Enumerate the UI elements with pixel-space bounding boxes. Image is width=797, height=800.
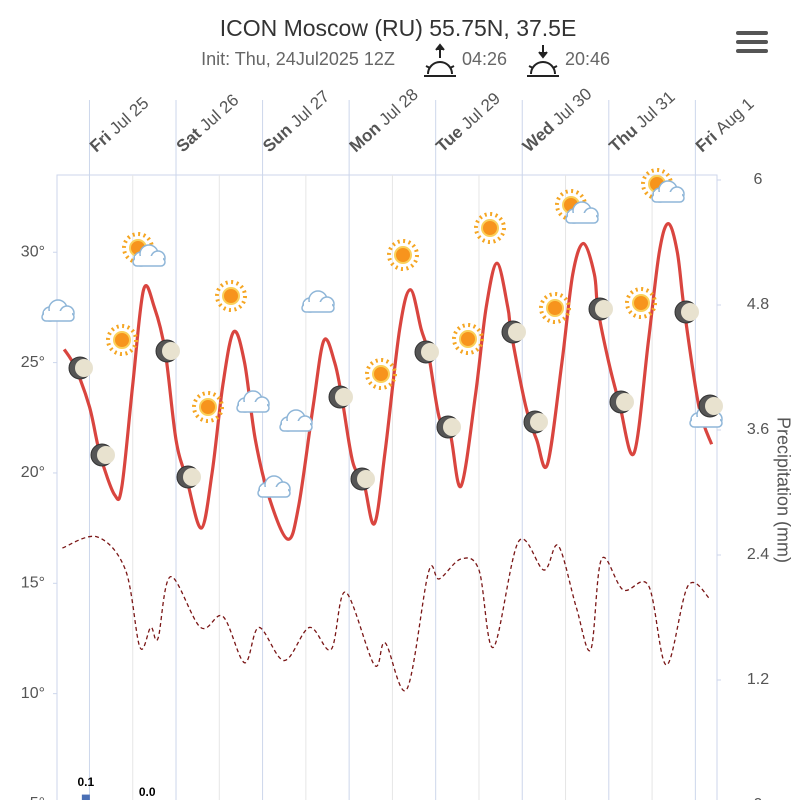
cloud-fill: [282, 421, 310, 429]
sun-icon: [215, 280, 247, 312]
y-tick-label: 20°: [21, 464, 45, 481]
moon-icon: [501, 320, 526, 344]
sun-rays: [215, 280, 247, 312]
precip-label: 0.0: [139, 785, 156, 799]
sunrise-icon: [424, 43, 456, 77]
cloud-icon: [257, 475, 291, 498]
chart-subtitle: Init: Thu, 24Jul2025 12Z: [201, 49, 395, 69]
sunset-time: 20:46: [565, 49, 610, 69]
y2-tick-label: 1.2: [747, 671, 769, 688]
y2-tick-label: 3.6: [747, 421, 769, 438]
sun-rays: [192, 391, 224, 423]
sun-core: [394, 246, 412, 264]
moon-icon: [674, 300, 699, 324]
sun-icon: [625, 287, 657, 319]
moon-icon: [176, 465, 201, 489]
sun-icon: [452, 323, 484, 355]
moon-icon: [436, 415, 461, 439]
sun-rays: [474, 212, 506, 244]
moon-light: [530, 413, 548, 431]
sun-rays: [539, 292, 571, 324]
cloud-fill: [260, 487, 288, 495]
moon-light: [97, 446, 115, 464]
y2-axis-label: Precipitation (mm): [773, 417, 793, 563]
cloud-fill: [692, 417, 720, 425]
moon-light: [705, 397, 723, 415]
sun-rays: [106, 324, 138, 356]
cloud-fill: [135, 256, 163, 264]
moon-icon: [68, 356, 93, 380]
sun-icon: [539, 292, 571, 324]
y-tick-label: 25°: [21, 354, 45, 371]
cloud-icon: [279, 409, 313, 432]
moon-light: [75, 359, 93, 377]
plot-frame: [56, 174, 718, 800]
temperature-line: [62, 221, 714, 541]
cloud-fill: [304, 302, 332, 310]
sun-core: [632, 294, 650, 312]
cloud-fill: [44, 311, 72, 319]
y2-tick-label: 6: [754, 171, 763, 188]
cloud-icon: [132, 244, 166, 267]
moon-light: [681, 303, 699, 321]
cloud-icon: [565, 201, 599, 224]
precip-bar: [81, 794, 90, 800]
moon-icon: [588, 297, 613, 321]
sun-icon: [192, 391, 224, 423]
sunrise-time: 04:26: [462, 49, 507, 69]
moon-icon: [155, 339, 180, 363]
moon-icon: [698, 394, 723, 418]
cloud-icon: [651, 180, 685, 203]
moon-icon: [90, 443, 115, 467]
sun-core: [222, 287, 240, 305]
sun-core: [199, 398, 217, 416]
sun-core: [546, 299, 564, 317]
sun-icon: [106, 324, 138, 356]
sun-core: [372, 365, 390, 383]
moon-icon: [523, 410, 548, 434]
y-tick-label: 10°: [21, 685, 45, 702]
moon-icon: [414, 340, 439, 364]
sun-core: [481, 219, 499, 237]
cloud-fill: [239, 402, 267, 410]
moon-light: [183, 468, 201, 486]
sun-core: [113, 331, 131, 349]
moon-light: [162, 342, 180, 360]
menu-button[interactable]: [736, 31, 768, 53]
sun-rays: [387, 239, 419, 271]
moon-icon: [328, 385, 353, 409]
sun-rays: [452, 323, 484, 355]
y-tick-label: 30°: [21, 243, 45, 260]
cloud-icon: [41, 299, 75, 322]
precip-label: 0.1: [78, 775, 95, 789]
moon-light: [335, 388, 353, 406]
sun-icon: [474, 212, 506, 244]
cloud-fill: [568, 213, 596, 221]
y2-tick-label: 4.8: [747, 296, 769, 313]
moon-light: [508, 323, 526, 341]
moon-light: [595, 300, 613, 318]
sun-rays: [365, 358, 397, 390]
moon-icon: [609, 390, 634, 414]
moon-light: [357, 470, 375, 488]
y2-tick-label: 2.4: [747, 546, 769, 563]
sun-rays: [625, 287, 657, 319]
moon-icon: [350, 467, 375, 491]
sun-icon: [387, 239, 419, 271]
chart-title: ICON Moscow (RU) 55.75N, 37.5E: [220, 15, 577, 41]
y2-tick-label: 0: [754, 796, 763, 800]
sun-core: [459, 330, 477, 348]
y-tick-label: 15°: [21, 575, 45, 592]
moon-light: [616, 393, 634, 411]
moon-light: [443, 418, 461, 436]
sunset-icon: [527, 45, 559, 77]
cloud-icon: [301, 290, 335, 313]
moon-light: [421, 343, 439, 361]
sun-icon: [365, 358, 397, 390]
y-tick-label: 5°: [30, 795, 45, 800]
cloud-icon: [236, 390, 270, 413]
cloud-fill: [654, 192, 682, 200]
